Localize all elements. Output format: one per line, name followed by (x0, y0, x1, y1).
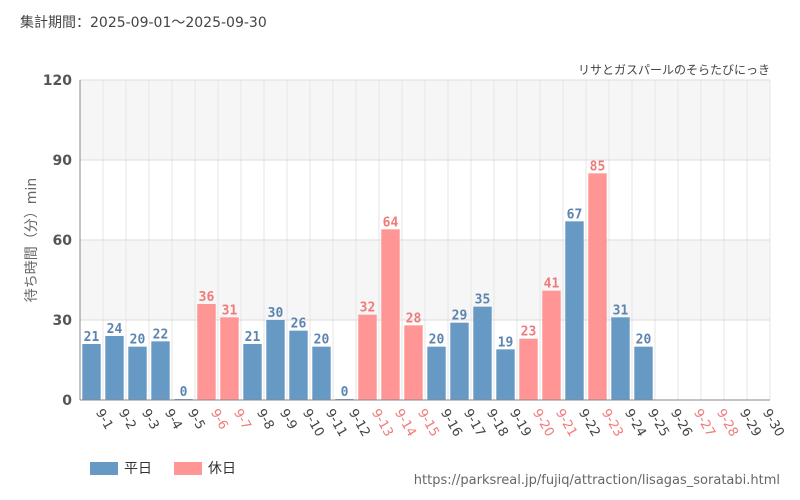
x-tick-label-9-22: 9-22 (575, 407, 603, 440)
x-tick-labels: 9-1 9-2 9-3 9-4 9-5 9-6 9-7 9-8 9-9 9-109-119-129… (92, 407, 787, 440)
x-tick-label-9-5: 9-5 (184, 407, 208, 433)
data-label-9-4: 22 (153, 327, 169, 342)
data-label-9-12: 0 (341, 385, 349, 400)
bar-9-7 (220, 317, 239, 400)
legend-label-weekday: 平日 (124, 461, 152, 477)
bar-9-11 (312, 346, 331, 400)
data-label-9-25: 20 (636, 333, 652, 348)
bar-9-15 (404, 325, 423, 400)
bar-9-20 (519, 338, 538, 400)
data-label-9-16: 20 (429, 333, 445, 348)
bar-9-13 (358, 314, 377, 400)
x-tick-label-9-9: 9-9 (276, 407, 300, 433)
bar-9-17 (450, 322, 469, 400)
bar-9-9 (266, 320, 285, 400)
bar-9-24 (611, 317, 630, 400)
data-label-9-18: 35 (475, 293, 491, 308)
axes (79, 80, 770, 401)
data-label-9-17: 29 (452, 309, 468, 324)
y-tick-label: 90 (53, 153, 73, 169)
bar-9-6 (197, 304, 216, 400)
data-label-9-20: 23 (521, 325, 537, 340)
y-tick-label: 60 (53, 233, 73, 249)
y-tick-labels: 0 30 60 90 120 (43, 73, 72, 409)
x-tick-label-9-2: 9-2 (115, 407, 139, 433)
bars (82, 173, 653, 400)
bar-9-10 (289, 330, 308, 400)
x-tick-label-9-27: 9-27 (690, 407, 718, 440)
data-label-9-19: 19 (498, 335, 514, 350)
bar-9-23 (588, 173, 607, 400)
data-label-9-15: 28 (406, 311, 422, 326)
x-tick-label-9-15: 9-15 (414, 407, 442, 440)
data-label-9-24: 31 (613, 303, 629, 318)
bar-9-16 (427, 346, 446, 400)
data-label-9-21: 41 (544, 277, 560, 292)
bar-9-3 (128, 346, 147, 400)
data-label-9-3: 20 (130, 333, 146, 348)
x-tick-label-9-14: 9-14 (391, 407, 419, 440)
legend-swatch-weekday (90, 461, 118, 475)
legend-label-holiday: 休日 (208, 461, 236, 477)
x-tick-label-9-1: 9-1 (92, 407, 116, 433)
bar-9-25 (634, 346, 653, 400)
x-tick-label-9-23: 9-23 (598, 407, 626, 440)
y-tick-label: 30 (53, 313, 73, 329)
x-tick-label-9-3: 9-3 (138, 407, 162, 433)
y-tick-label: 0 (62, 393, 72, 409)
x-tick-label-9-17: 9-17 (460, 407, 488, 440)
legend-swatch-holiday (174, 461, 202, 475)
data-label-9-2: 24 (107, 322, 123, 337)
x-tick-label-9-10: 9-10 (299, 407, 327, 440)
collection-period: 集計期間：2025-09-01～2025-09-30 (20, 15, 267, 31)
data-label-9-8: 21 (245, 330, 261, 345)
x-tick-label-9-30: 9-30 (759, 407, 787, 440)
data-label-9-7: 31 (222, 303, 238, 318)
x-tick-label-9-8: 9-8 (253, 407, 277, 433)
x-tick-label-9-20: 9-20 (529, 407, 557, 440)
legend-item-weekday: 平日 (90, 458, 152, 478)
bar-9-4 (151, 341, 170, 400)
x-tick-label-9-7: 9-7 (230, 407, 254, 433)
x-tick-label-9-24: 9-24 (621, 407, 649, 440)
bar-9-1 (82, 344, 101, 400)
x-tick-label-9-6: 9-6 (207, 407, 231, 433)
data-label-9-13: 32 (360, 301, 376, 316)
legend-item-holiday: 休日 (174, 458, 236, 478)
bar-9-2 (105, 336, 124, 400)
data-labels: 21 24 20 22 0 36 31 21 30 26 20 0 32 64 28 20 29 35 19 23 41… (84, 159, 652, 400)
x-tick-label-9-16: 9-16 (437, 407, 465, 440)
x-tick-label-9-28: 9-28 (713, 407, 741, 440)
data-label-9-5: 0 (180, 385, 188, 400)
x-tick-label-9-18: 9-18 (483, 407, 511, 440)
bar-9-18 (473, 306, 492, 400)
data-label-9-6: 36 (199, 290, 215, 305)
x-tick-label-9-19: 9-19 (506, 407, 534, 440)
x-tick-label-9-13: 9-13 (368, 407, 396, 440)
chart-title: リサとガスパールのそらたびにっき (577, 63, 770, 77)
bar-9-8 (243, 344, 262, 400)
data-label-9-9: 30 (268, 306, 284, 321)
x-tick-label-9-21: 9-21 (552, 407, 580, 440)
bar-9-19 (496, 349, 515, 400)
x-tick-label-9-29: 9-29 (736, 407, 764, 440)
data-label-9-14: 64 (383, 215, 399, 230)
data-label-9-23: 85 (590, 159, 606, 174)
legend: 平日 休日 (90, 458, 236, 478)
x-tick-label-9-12: 9-12 (345, 407, 373, 440)
bar-9-14 (381, 229, 400, 400)
y-tick-label: 120 (43, 73, 72, 89)
data-label-9-1: 21 (84, 330, 100, 345)
x-tick-label-9-4: 9-4 (161, 407, 185, 433)
x-tick-label-9-25: 9-25 (644, 407, 672, 440)
bar-9-22 (565, 221, 584, 400)
data-label-9-11: 20 (314, 333, 330, 348)
x-tick-label-9-11: 9-11 (322, 407, 350, 440)
bar-9-21 (542, 290, 561, 400)
source-url: https://parksreal.jp/fujiq/attraction/li… (413, 473, 780, 488)
data-label-9-10: 26 (291, 317, 307, 332)
data-label-9-22: 67 (567, 207, 583, 222)
x-tick-label-9-26: 9-26 (667, 407, 695, 440)
